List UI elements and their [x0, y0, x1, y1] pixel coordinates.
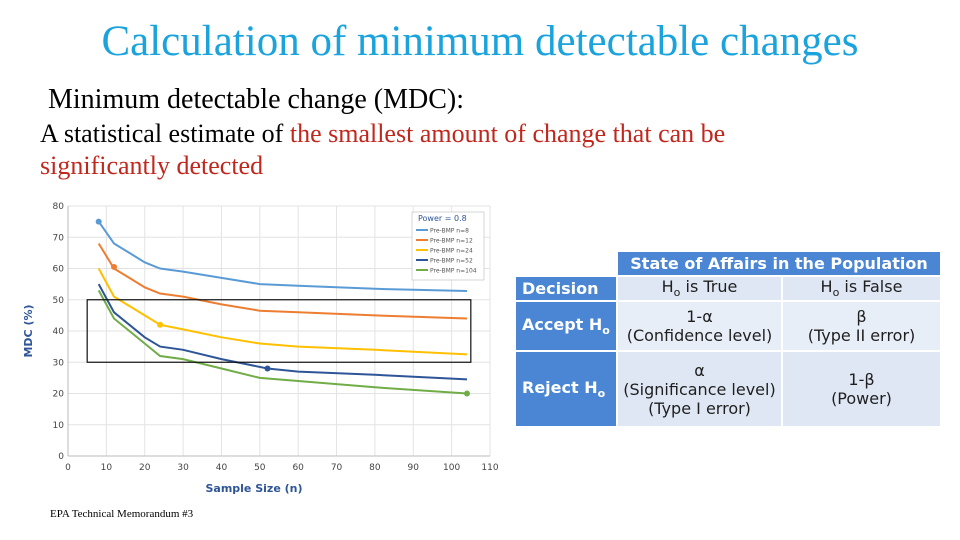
y-tick-label: 20 [53, 390, 65, 400]
legend-entry: Pre-BMP n=8 [430, 228, 469, 235]
reject-label: Reject Ho [516, 352, 618, 428]
source-note: EPA Technical Memorandum #3 [50, 508, 194, 520]
y-tick-label: 80 [53, 202, 65, 212]
reject-true-line2: (Significance level) [623, 379, 776, 399]
series-line [97, 283, 468, 381]
y-axis-label: MDC (%) [22, 304, 35, 357]
x-tick-label: 70 [331, 463, 343, 473]
x-tick-label: 30 [177, 463, 189, 473]
decision-label: Decision [516, 277, 618, 302]
legend-entry: Pre-BMP n=104 [430, 268, 477, 275]
reject-text: Reject H [522, 377, 598, 397]
h0-false-header: Ho is False [783, 277, 942, 302]
hypothesis-table: State of Affairs in the Population Decis… [516, 252, 942, 428]
x-tick-label: 100 [443, 463, 460, 473]
reject-false-line2: (Power) [831, 389, 892, 408]
y-tick-label: 40 [53, 327, 65, 337]
h0-false-text: is False [839, 277, 903, 297]
y-tick-label: 30 [53, 358, 65, 368]
series-marker [157, 321, 164, 328]
slide-subtitle: Minimum detectable change (MDC): [48, 84, 464, 115]
accept-true-cell: 1-α (Confidence level) [618, 302, 783, 352]
series-line [97, 289, 468, 395]
y-tick-label: 70 [53, 233, 65, 243]
reject-true-line1: α [694, 360, 705, 380]
desc-plain-text: A statistical estimate of [40, 119, 290, 148]
accept-sub: o [602, 324, 610, 338]
h0-true-header: Ho is True [618, 277, 783, 302]
x-tick-label: 90 [408, 463, 420, 473]
highlight-box [86, 299, 472, 363]
x-tick-label: 20 [139, 463, 151, 473]
h0-true-sub: o [673, 286, 681, 300]
x-tick-label: 0 [65, 463, 71, 473]
slide-title: Calculation of minimum detectable change… [101, 18, 859, 65]
reject-true-cell: α (Significance level) (Type I error) [618, 352, 783, 428]
accept-true-line1: 1-α [686, 307, 713, 326]
h0-true-h: H [661, 277, 674, 297]
y-tick-label: 50 [53, 296, 65, 306]
series-marker [264, 365, 271, 372]
accept-label: Accept Ho [516, 302, 618, 352]
mdc-description: A statistical estimate of the smallest a… [40, 118, 780, 182]
series-line [97, 221, 468, 292]
legend-box [411, 211, 485, 281]
y-tick-label: 0 [58, 452, 64, 462]
h0-true-text: is True [680, 277, 738, 297]
table-header: State of Affairs in the Population [618, 252, 942, 277]
x-tick-label: 10 [101, 463, 113, 473]
reject-true-line3: (Type I error) [648, 398, 751, 418]
h0-false-h: H [820, 277, 833, 297]
accept-false-line1: β [856, 307, 867, 326]
legend-entry: Pre-BMP n=52 [430, 258, 473, 265]
x-tick-label: 60 [292, 463, 304, 473]
reject-false-cell: 1-β (Power) [783, 352, 942, 428]
x-tick-label: 80 [369, 463, 381, 473]
series-marker [95, 218, 102, 225]
x-tick-label: 40 [216, 463, 228, 473]
legend-title: Power = 0.8 [418, 214, 467, 223]
series-marker [463, 390, 470, 397]
accept-true-line2: (Confidence level) [626, 326, 773, 345]
y-tick-label: 60 [53, 265, 65, 275]
series-marker [111, 263, 118, 270]
y-tick-label: 10 [53, 421, 65, 431]
reject-sub: o [597, 387, 606, 401]
table-blank-cell [516, 252, 618, 277]
legend-entry: Pre-BMP n=24 [430, 248, 473, 255]
x-tick-label: 110 [481, 463, 498, 473]
x-axis-label: Sample Size (n) [205, 482, 302, 495]
mdc-chart: 0 10 20 30 40 50 60 70 80 0 10 20 30 40 50 60 70 80 90 100 1… [22, 202, 499, 495]
x-tick-label: 50 [254, 463, 266, 473]
h0-false-sub: o [832, 286, 840, 300]
legend-entry: Pre-BMP n=12 [430, 238, 473, 245]
desc-highlight-text: the smallest amount of change that can b… [40, 119, 726, 180]
accept-false-cell: β (Type II error) [783, 302, 942, 352]
accept-text: Accept H [522, 314, 603, 334]
series-line [97, 242, 468, 320]
accept-false-line2: (Type II error) [807, 326, 916, 345]
reject-false-line1: 1-β [848, 370, 875, 389]
series-line [97, 268, 468, 356]
